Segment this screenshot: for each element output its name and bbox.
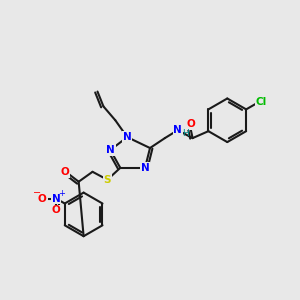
Text: N: N [123,132,132,142]
Text: +: + [58,189,64,198]
Text: N: N [52,194,61,203]
Text: Cl: Cl [256,98,267,107]
Text: −: − [33,188,41,198]
Text: O: O [38,194,47,203]
Text: O: O [186,119,195,129]
Text: O: O [60,167,69,177]
Text: N: N [173,125,182,135]
Text: S: S [103,175,111,185]
Text: H: H [182,129,189,138]
Text: N: N [106,145,115,155]
Text: N: N [141,163,149,173]
Text: O: O [52,206,61,215]
